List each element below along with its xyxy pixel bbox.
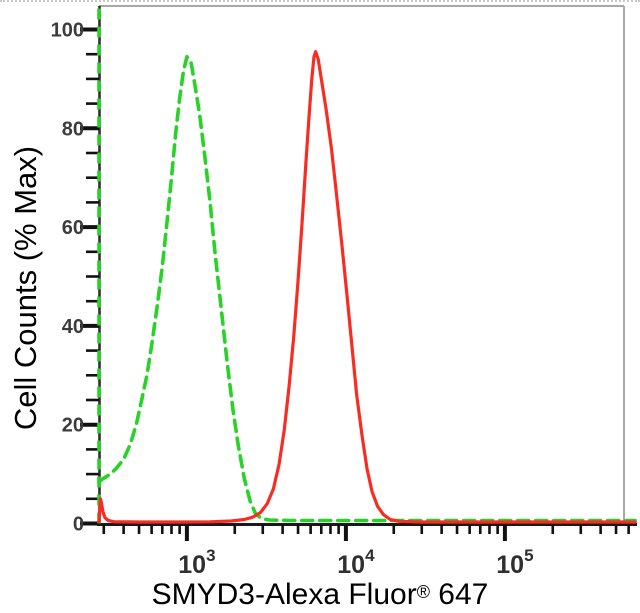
- y-tick-label: 80: [62, 118, 84, 140]
- y-tick-label: 60: [62, 217, 84, 239]
- plot-frame: [99, 5, 625, 525]
- x-axis-title-post: 647: [429, 578, 489, 611]
- red-solid-curve: [97, 50, 637, 524]
- registered-trademark-icon: ®: [416, 582, 430, 602]
- y-tick-label: 100: [51, 20, 84, 42]
- x-tick-label: 104: [337, 546, 375, 579]
- axis-lines: [97, 6, 637, 526]
- x-tick-label: 105: [496, 546, 533, 579]
- x-axis-title: SMYD3-Alexa Fluor® 647: [0, 578, 640, 612]
- y-tick-label: 40: [62, 316, 84, 338]
- x-tick-label: 103: [178, 546, 215, 579]
- y-axis-title: Cell Counts (% Max): [8, 145, 43, 431]
- green-dashed-curve-path: [97, 54, 638, 523]
- x-axis-title-pre: SMYD3-Alexa Fluor: [151, 578, 417, 611]
- y-tick-label: 0: [73, 514, 84, 536]
- x-tick-labels: 103 104 105: [178, 546, 533, 579]
- green-dashed-curve: [97, 7, 638, 524]
- red-solid-curve-path: [97, 50, 637, 524]
- y-ticks: [80, 27, 99, 526]
- y-tick-label: 20: [62, 415, 84, 437]
- x-ticks: [102, 525, 630, 541]
- y-tick-labels: 0 20 40 60 80 100: [51, 20, 84, 536]
- top-dotted-border: [0, 0, 640, 2]
